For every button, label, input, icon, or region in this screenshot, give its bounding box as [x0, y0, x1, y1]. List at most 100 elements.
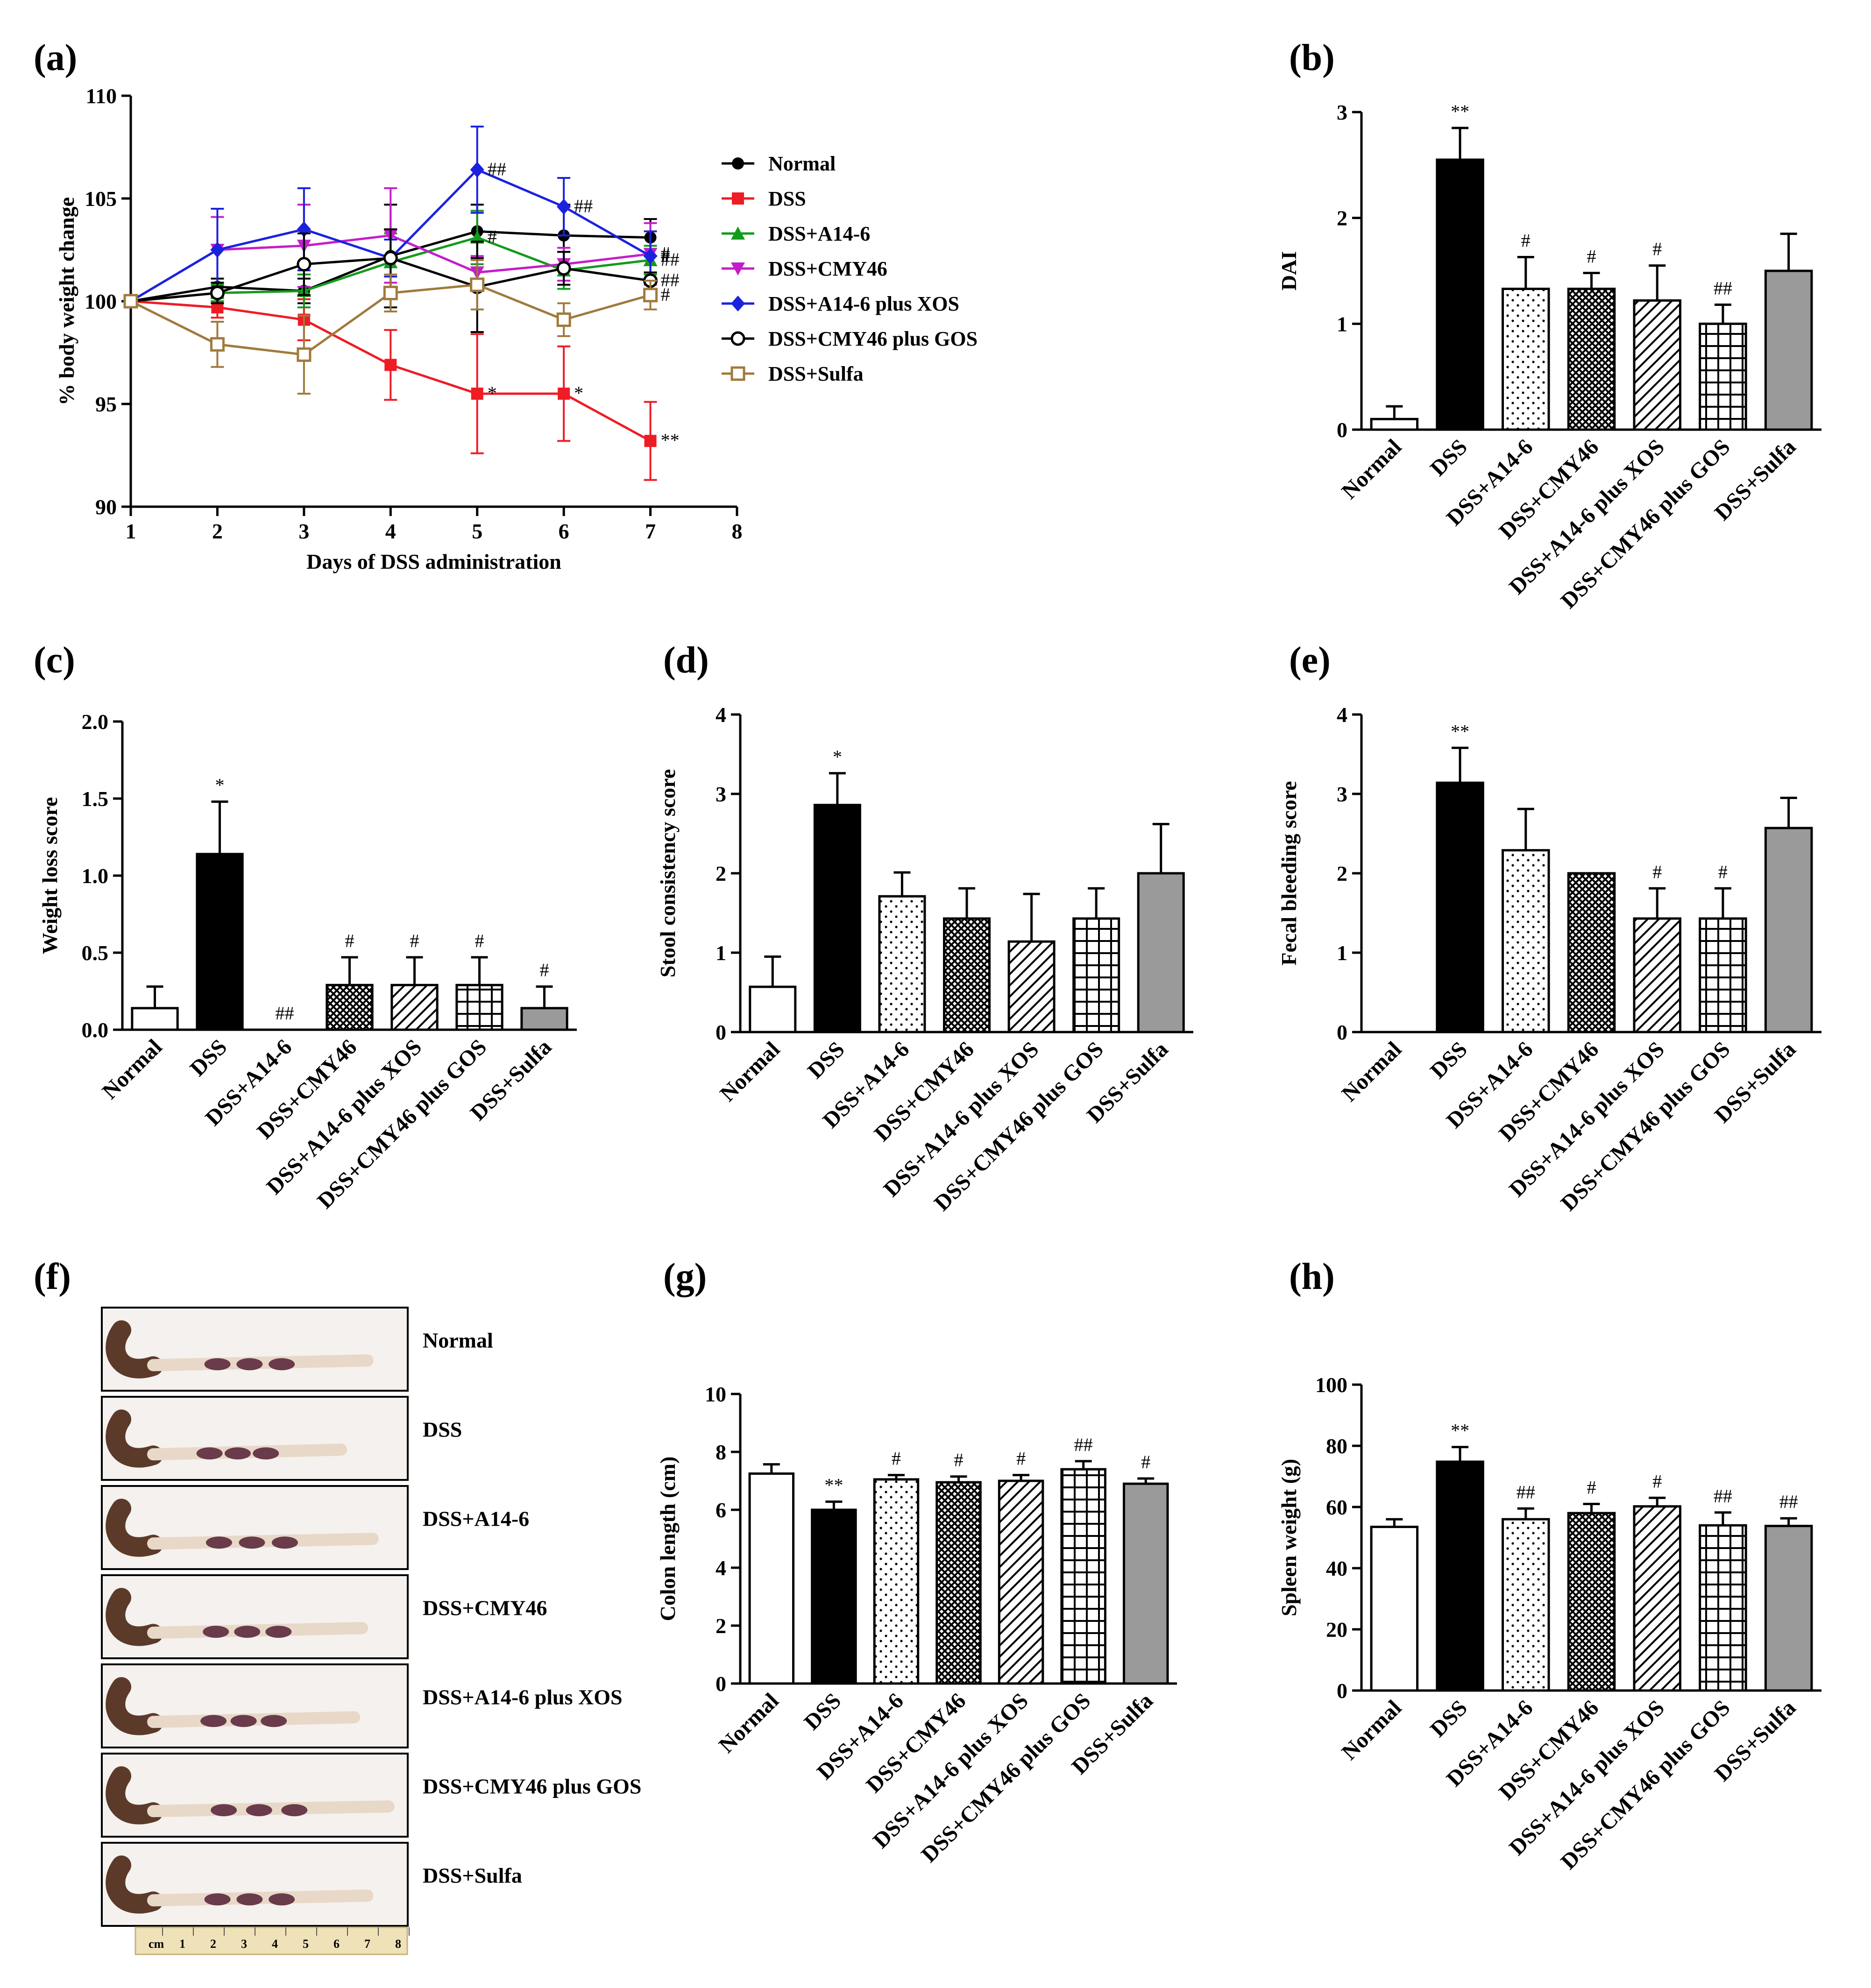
y-tick-label-e: 0: [1337, 1020, 1347, 1044]
series-cmy46_gos: ##: [123, 228, 680, 333]
ruler-label: 4: [272, 1937, 278, 1951]
y-tick-label-g: 10: [705, 1382, 726, 1406]
cecum: [106, 1766, 163, 1825]
colon-photo-0: [101, 1307, 409, 1392]
bar-d-1: [813, 804, 861, 1033]
photo-frame: [101, 1842, 409, 1927]
photo-frame: [101, 1663, 409, 1748]
bar-b-2: [1502, 288, 1550, 431]
y-tick-label-h: 40: [1326, 1556, 1347, 1580]
fecal-pellet: [269, 1893, 295, 1906]
plot-area-c: 0.0 0.5 1.0 1.5 2.0 Weight loss score Normal * D…: [38, 710, 577, 1213]
marker-open-circle: [297, 257, 312, 272]
fecal-pellet: [204, 1358, 231, 1371]
y-tick-label-b: 0: [1337, 418, 1347, 442]
colon-photo-1: [101, 1396, 409, 1481]
bar-e-4: [1633, 917, 1681, 1033]
panel-g-colon-length-chart: (g) 0 2 4 6 8 10 Colon length (cm) Normal ** DSS #…: [656, 1256, 1177, 1867]
category-label: DSS: [1425, 434, 1472, 481]
significance-label: #: [1718, 861, 1728, 882]
y-tick-label-d: 1: [716, 941, 726, 965]
fecal-pellet: [239, 1536, 265, 1549]
x-axis-title-a: Days of DSS administration: [306, 550, 561, 573]
ruler-label: 2: [210, 1937, 216, 1951]
significance-label: #: [345, 930, 354, 951]
marker-open-square: [643, 288, 658, 303]
bar-b-1: [1436, 158, 1484, 431]
marker-open-circle: [556, 261, 571, 276]
y-tick-label-h: 20: [1326, 1618, 1347, 1641]
significance-label: ##: [661, 249, 680, 270]
bar-c-1: [196, 853, 244, 1031]
y-tick-label-d: 4: [716, 703, 726, 727]
y-tick-label-a: 100: [85, 290, 117, 313]
significance-label: #: [1587, 246, 1596, 267]
marker-triangle-up: [731, 226, 745, 240]
photo-label: DSS+CMY46: [423, 1596, 547, 1620]
fecal-pellet: [224, 1447, 251, 1460]
category-label: Normal: [98, 1034, 167, 1104]
marker-open-square: [297, 347, 312, 362]
y-tick-label-d: 2: [716, 862, 726, 885]
significance-label: ##: [488, 158, 506, 179]
category-label: Normal: [1337, 1037, 1406, 1106]
series-dss: * ***: [125, 295, 680, 481]
series-a146_xos: #####: [124, 126, 670, 309]
ruler-label: 6: [333, 1937, 340, 1951]
x-tick-label-a: 4: [385, 519, 396, 543]
bar-c-5: [455, 983, 503, 1031]
significance-label: **: [1451, 1420, 1469, 1441]
y-tick-label-g: 2: [716, 1614, 726, 1638]
fecal-pellet: [281, 1804, 308, 1817]
y-tick-label-b: 2: [1337, 206, 1347, 230]
bar-h-2: [1502, 1518, 1550, 1692]
y-axis-title-d: Stool consistency score: [656, 769, 680, 977]
significance-label: #: [661, 245, 670, 266]
ruler-label: 7: [364, 1937, 370, 1951]
significance-label: #: [1652, 1471, 1662, 1492]
ruler-body: [135, 1926, 408, 1955]
panel-label-c: (c): [34, 640, 75, 681]
marker-diamond: [643, 248, 658, 264]
bar-h-5: [1699, 1524, 1747, 1692]
significance-label: **: [1451, 101, 1469, 122]
marker-open-circle: [383, 251, 398, 266]
significance-label: #: [410, 930, 419, 951]
marker-diamond: [210, 242, 225, 258]
fecal-pellet: [203, 1626, 229, 1638]
x-tick-label-a: 3: [298, 519, 309, 543]
marker-square: [732, 192, 744, 205]
bar-e-6: [1764, 827, 1813, 1033]
y-tick-label-h: 80: [1326, 1434, 1347, 1458]
significance-label: ##: [1714, 1486, 1732, 1507]
colon-photo-5: [101, 1753, 409, 1838]
y-tick-label-e: 4: [1337, 703, 1347, 727]
y-tick-label-a: 95: [95, 392, 117, 416]
y-tick-label-a: 90: [95, 495, 117, 519]
y-tick-label-a: 110: [86, 84, 117, 108]
significance-label: #: [892, 1448, 901, 1469]
y-tick-label-b: 3: [1337, 100, 1347, 124]
panel-label-g: (g): [663, 1256, 707, 1297]
fecal-pellet: [211, 1804, 237, 1817]
category-label: DSS: [1425, 1695, 1472, 1742]
x-tick-label-a: 6: [559, 519, 569, 543]
plot-area-h: 0 20 40 60 80 100 Spleen weight (g) Normal ** DSS…: [1277, 1373, 1821, 1874]
significance-label: ##: [1714, 278, 1732, 299]
significance-label: *: [833, 746, 842, 767]
marker-open-circle: [730, 331, 745, 346]
y-tick-label-h: 0: [1337, 1679, 1347, 1703]
ruler-label: 1: [179, 1937, 185, 1951]
significance-label: *: [488, 382, 497, 403]
y-tick-label-g: 8: [716, 1440, 726, 1464]
y-tick-label-g: 6: [716, 1498, 726, 1522]
x-tick-label-a: 8: [732, 519, 743, 543]
photo-frame: [101, 1396, 409, 1481]
ruler-label: cm: [149, 1937, 164, 1951]
cecum: [106, 1320, 163, 1379]
bar-b-6: [1764, 269, 1813, 431]
ruler: cm 1 2 3 4 5 6 7 8: [135, 1926, 410, 1955]
significance-label: **: [661, 430, 680, 451]
x-tick-label-a: 5: [472, 519, 482, 543]
